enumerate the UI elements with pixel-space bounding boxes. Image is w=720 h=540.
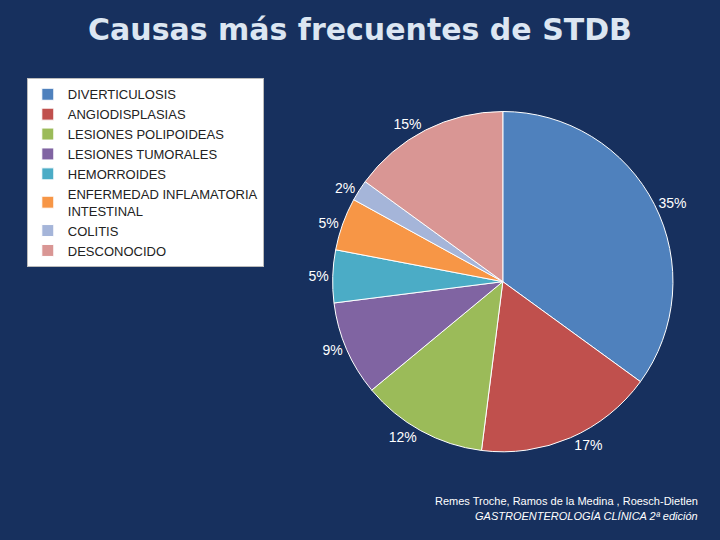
svg-text:GASTROENTEROLOGÍA CLÍNICA 2ª e: GASTROENTEROLOGÍA CLÍNICA 2ª edición	[475, 510, 698, 522]
svg-text:LESIONES TUMORALES: LESIONES TUMORALES	[68, 147, 218, 162]
svg-text:HEMORROIDES: HEMORROIDES	[68, 167, 167, 182]
svg-text:15%: 15%	[394, 116, 422, 132]
svg-text:DESCONOCIDO: DESCONOCIDO	[68, 244, 166, 259]
svg-text:Causas más frecuentes de STDB: Causas más frecuentes de STDB	[88, 12, 632, 47]
svg-text:DIVERTICULOSIS: DIVERTICULOSIS	[68, 87, 176, 102]
svg-text:ANGIODISPLASIAS: ANGIODISPLASIAS	[68, 107, 186, 122]
svg-text:COLITIS: COLITIS	[68, 224, 119, 239]
svg-text:5%: 5%	[308, 268, 328, 284]
svg-text:12%: 12%	[389, 429, 417, 445]
svg-text:LESIONES POLIPOIDEAS: LESIONES POLIPOIDEAS	[68, 127, 224, 142]
svg-text:17%: 17%	[574, 437, 602, 453]
svg-text:Remes Troche, Ramos de la Medi: Remes Troche, Ramos de la Medina , Roesc…	[435, 495, 698, 507]
svg-text:9%: 9%	[322, 342, 342, 358]
svg-text:35%: 35%	[658, 195, 686, 211]
svg-text:ENFERMEDAD INFLAMATORIAINTESTI: ENFERMEDAD INFLAMATORIAINTESTINAL	[68, 187, 258, 219]
svg-text:2%: 2%	[335, 180, 355, 196]
svg-text:5%: 5%	[318, 215, 338, 231]
